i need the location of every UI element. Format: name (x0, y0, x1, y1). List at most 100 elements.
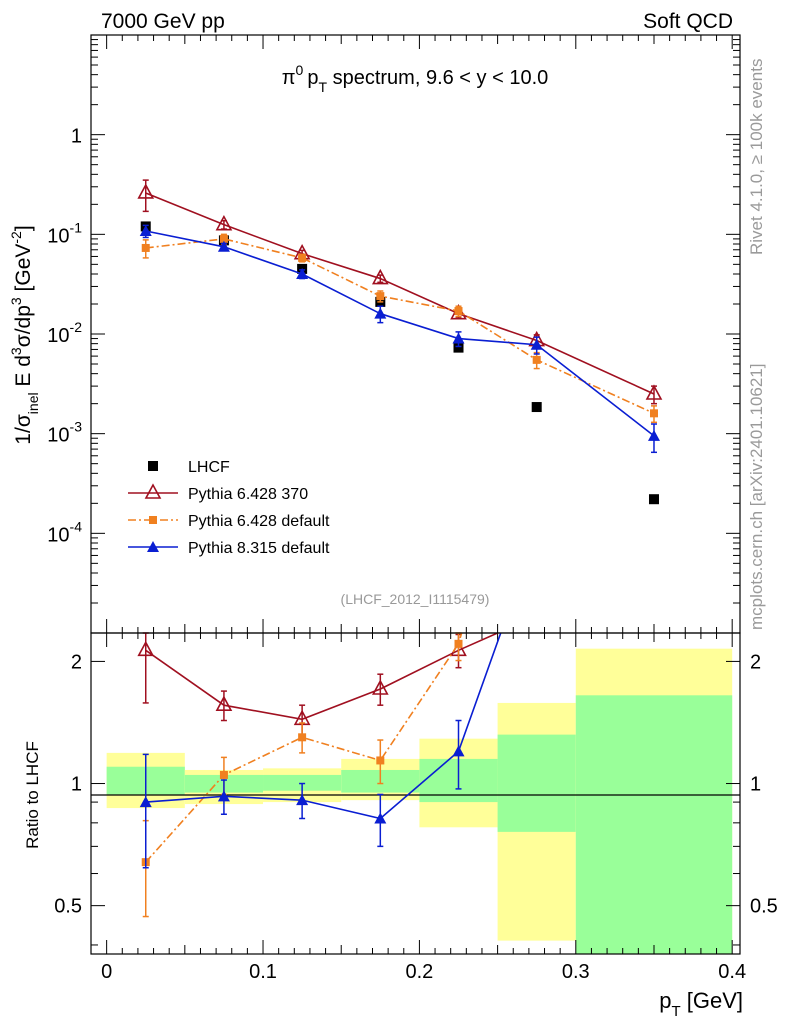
ylabel-supm2: -2 (8, 231, 24, 244)
legend-marker (144, 483, 162, 499)
tick-exponent: -2 (70, 319, 83, 335)
ratio-data-point (298, 733, 307, 742)
main-data-point (374, 307, 387, 319)
title-subT: T (318, 79, 327, 95)
ylabel-d: [GeV (12, 244, 35, 298)
ratio-band-green (497, 734, 576, 832)
main-y-tick-labels: 10-410-310-210-11 (47, 126, 82, 547)
ratio-data-point (454, 639, 463, 648)
tick-base: 10 (47, 425, 69, 447)
tick-exponent: -3 (70, 419, 83, 435)
tick-base: 10 (47, 524, 69, 546)
ratio-y-tick-label-right: 1 (750, 774, 761, 796)
ylabel-sup3b: 3 (8, 297, 24, 305)
main-axis-ticks (91, 35, 740, 634)
main-data-point (296, 267, 309, 279)
ratio-band-green (575, 695, 733, 954)
ylabel-c: σ/dp (12, 305, 35, 347)
main-data-point (532, 355, 541, 364)
main-series-1 (137, 179, 663, 405)
title-sup0: 0 (296, 62, 304, 78)
ratio-series-0 (137, 632, 498, 736)
analysis-watermark: (LHCF_2012_I1115479) (341, 591, 490, 607)
xlabel-p: p (659, 988, 671, 1013)
main-y-tick-label: 10-3 (47, 419, 82, 447)
legend-label: Pythia 8.315 default (188, 540, 330, 557)
legend: LHCF Pythia 6.428 370 Pythia 6.428 default… (128, 459, 330, 557)
main-data-point (217, 240, 230, 252)
x-axis-label: pT [GeV] (659, 988, 743, 1020)
ratio-data-point (139, 796, 152, 808)
main-data-point (453, 342, 464, 353)
main-data-point (137, 183, 155, 199)
main-data-point (454, 307, 463, 316)
ylabel-b: E d (12, 355, 35, 392)
main-series-line (145, 238, 655, 415)
title-p: p (307, 67, 318, 89)
main-data-point (219, 234, 228, 243)
ratio-data-point (137, 640, 155, 657)
ratio-data-point (215, 695, 233, 711)
ratio-x-tick-label: 0.1 (249, 961, 277, 983)
main-y-axis-label: 1/σinel E d3σ/dp3 [GeV-2] (8, 225, 41, 444)
legend-label: Pythia 6.428 default (188, 513, 330, 530)
ratio-y-tick-label: 0.5 (54, 896, 82, 918)
legend-label: LHCF (188, 459, 230, 476)
title-rest: spectrum, 9.6 < y < 10.0 (327, 67, 548, 89)
tick-base: 10 (47, 225, 69, 247)
xlabel-rest: [GeV] (681, 988, 743, 1013)
ratio-x-tick-label: 0.2 (406, 961, 434, 983)
main-series-line (145, 230, 655, 437)
ylabel-sup3a: 3 (8, 347, 24, 355)
ratio-series-line (145, 632, 502, 820)
main-data-point (645, 384, 663, 400)
ratio-data-point (376, 756, 385, 765)
main-data-point (647, 429, 660, 441)
main-data-point (531, 402, 542, 413)
ylabel-sub-inel: inel (25, 392, 41, 414)
tick-exponent: -4 (70, 518, 83, 534)
ratio-y-axis-label: Ratio to LHCF (23, 741, 42, 849)
main-y-tick-label: 1 (71, 126, 82, 148)
ratio-series-line (145, 632, 498, 721)
header-right: Soft QCD (643, 10, 733, 33)
tick-base: 10 (47, 325, 69, 347)
ratio-series-1 (141, 632, 463, 918)
legend-label: Pythia 6.428 370 (188, 486, 308, 503)
title-pi: π (282, 67, 296, 89)
ratio-x-tick-label: 0 (101, 961, 112, 983)
main-series-3 (139, 224, 660, 454)
main-data-point (139, 225, 152, 237)
main-series-line (145, 192, 655, 395)
main-y-tick-label: 10-2 (47, 319, 82, 347)
ratio-data-point (296, 794, 309, 806)
rivet-version-text: Rivet 4.1.0, ≥ 100k events (747, 59, 766, 255)
main-data-point (649, 409, 658, 418)
ratio-data-series (137, 632, 502, 918)
ratio-tick-labels: 0.5 0.5 1 1 2 2 0 0.1 0.2 0.3 0.4 (54, 651, 778, 983)
main-data-series (137, 179, 663, 505)
ylabel-a: 1/σ (12, 414, 35, 445)
ratio-series-2 (139, 632, 502, 869)
legend-marker (149, 516, 157, 524)
header-left: 7000 GeV pp (101, 10, 225, 33)
mcplots-text: mcplots.cern.ch [arXiv:2401.10621] (747, 364, 766, 630)
ratio-series-line (145, 632, 463, 863)
main-data-point (215, 214, 233, 231)
legend-marker (147, 541, 159, 552)
xlabel-subT: T (671, 1003, 680, 1020)
ratio-data-point (219, 770, 228, 779)
legend-marker (148, 461, 158, 471)
main-data-point (648, 494, 659, 505)
ratio-axis-ticks (91, 633, 740, 954)
main-data-point (376, 292, 385, 301)
main-data-point (530, 338, 543, 350)
ylabel-e: ] (12, 225, 35, 231)
ratio-y-tick-label-right: 0.5 (750, 896, 778, 918)
ratio-data-point (374, 812, 387, 824)
main-data-point (298, 253, 307, 262)
ratio-x-tick-label: 0.4 (718, 961, 746, 983)
ratio-data-point (371, 679, 389, 695)
ratio-y-tick-label-right: 2 (750, 651, 761, 673)
